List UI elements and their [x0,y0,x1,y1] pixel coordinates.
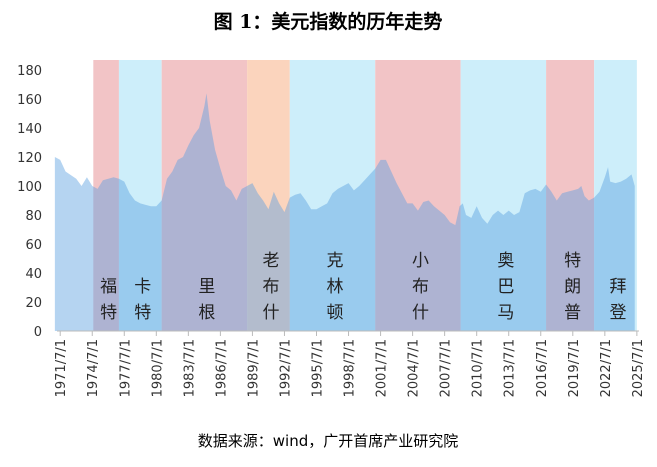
x-tick-label: 2010/7/1 [471,339,486,397]
x-tick-label: 1980/7/1 [150,339,165,397]
band-label: 老布什 [258,251,279,329]
x-tick-label: 1998/7/1 [343,339,358,397]
band-label: 小布什 [408,251,429,329]
y-tick-label: 100 [17,180,42,195]
president-band [118,60,162,331]
y-tick-label: 20 [25,296,42,311]
y-tick-label: 160 [17,93,42,108]
president-band [546,60,595,331]
y-tick-label: 80 [25,209,42,224]
x-tick-label: 2019/7/1 [567,339,582,397]
president-band [289,60,376,331]
x-tick-label: 1989/7/1 [246,339,261,397]
x-tick-label: 2004/7/1 [407,339,422,397]
band-label: 卡特 [130,277,151,329]
x-tick-label: 1986/7/1 [214,339,229,397]
x-tick-label: 1983/7/1 [182,339,197,397]
x-tick-label: 2022/7/1 [599,339,614,397]
y-tick-label: 60 [25,238,42,253]
band-label: 里根 [194,277,215,329]
y-tick-label: 120 [17,151,42,166]
band-label: 奥巴马 [493,251,514,329]
president-band [375,60,461,331]
band-label: 福特 [96,277,117,329]
y-tick-label: 40 [25,267,42,282]
y-tick-label: 0 [34,325,42,340]
president-band [460,60,547,331]
x-tick-label: 2001/7/1 [375,339,390,397]
president-band [93,60,119,331]
x-tick-label: 2007/7/1 [439,339,454,397]
president-band [161,60,248,331]
area [54,93,635,331]
x-tick-label: 2025/7/1 [631,339,646,397]
x-tick-label: 1974/7/1 [86,339,101,397]
x-tick-label: 2016/7/1 [535,339,550,397]
y-tick-label: 180 [17,64,42,79]
band-label: 拜登 [606,277,627,329]
president-band [594,60,637,331]
chart-title: 图 1：美元指数的历年走势 [214,10,443,33]
x-tick-label: 1977/7/1 [118,339,133,397]
band-label: 克林顿 [323,251,344,329]
x-tick-label: 2013/7/1 [503,339,518,397]
y-tick-label: 140 [17,122,42,137]
x-tick-label: 1995/7/1 [310,339,325,397]
band-label: 特朗普 [560,251,581,329]
x-tick-label: 1971/7/1 [54,339,69,397]
source-note: 数据来源：wind，广开首席产业研究院 [198,432,458,450]
president-band [247,60,290,331]
x-tick-label: 1992/7/1 [278,339,293,397]
